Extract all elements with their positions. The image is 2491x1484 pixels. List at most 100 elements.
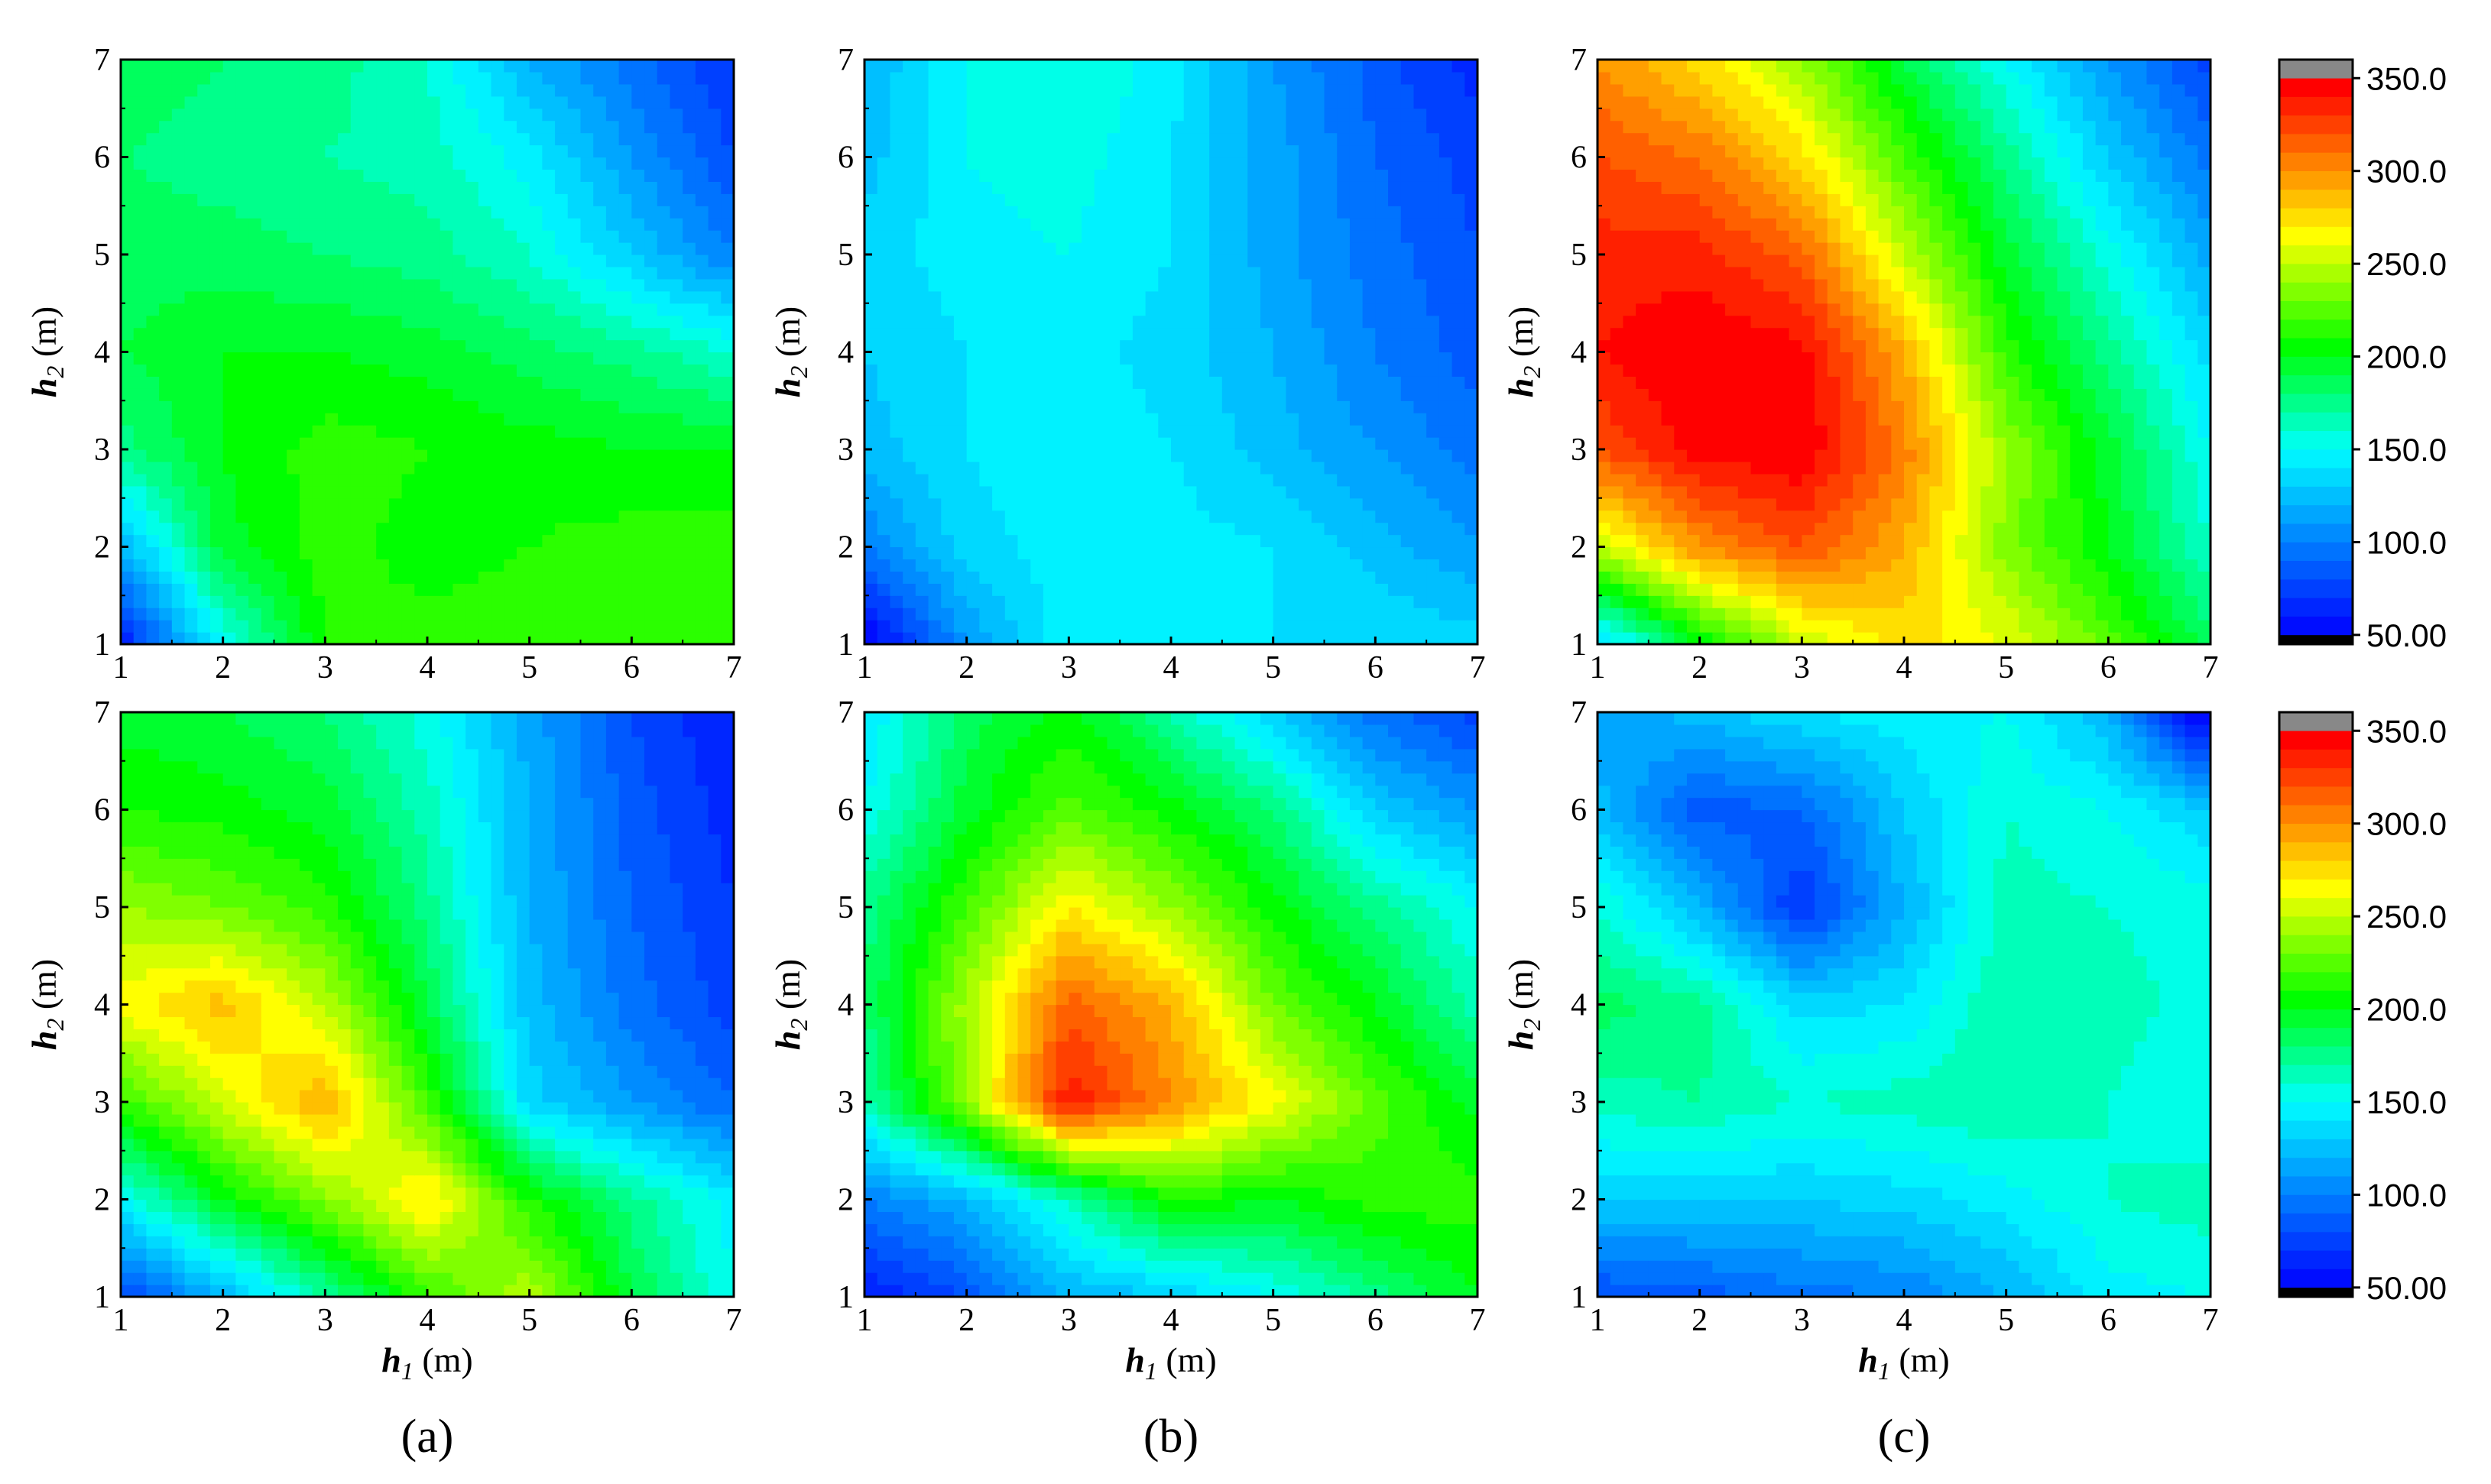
contour-cell <box>287 620 300 633</box>
contour-cell <box>312 425 326 438</box>
contour-cell <box>877 510 891 523</box>
contour-cell <box>1286 218 1299 231</box>
contour-cell <box>1107 425 1121 438</box>
contour-cell <box>1438 71 1453 85</box>
contour-cell <box>465 632 479 645</box>
contour-cell <box>593 437 607 450</box>
contour-cell <box>1069 620 1082 633</box>
contour-cell <box>1375 473 1389 487</box>
contour-cell <box>1171 60 1185 73</box>
contour-cell <box>1388 364 1402 377</box>
contour-cell <box>903 546 916 560</box>
contour-cell <box>235 461 249 475</box>
contour-cell <box>1375 278 1389 292</box>
contour-cell <box>1388 108 1402 122</box>
contour-cell <box>1158 132 1172 146</box>
contour-cell <box>1030 522 1044 536</box>
contour-cell <box>657 339 671 353</box>
contour-cell <box>1400 230 1415 243</box>
contour-cell <box>1171 71 1185 85</box>
contour-cell <box>1221 71 1236 85</box>
contour-cell <box>121 546 135 560</box>
contour-cell <box>1132 315 1147 329</box>
contour-cell <box>1120 290 1134 304</box>
contour-cell <box>1260 254 1274 267</box>
contour-cell <box>1145 278 1159 292</box>
contour-cell <box>1400 108 1415 122</box>
contour-cell <box>1311 620 1325 633</box>
contour-cell <box>708 485 722 499</box>
contour-cell <box>928 449 942 462</box>
contour-cell <box>184 303 198 316</box>
contour-cell <box>197 290 211 304</box>
contour-cell <box>1400 510 1415 523</box>
contour-cell <box>274 71 287 85</box>
contour-cell <box>1056 60 1069 73</box>
contour-cell <box>1286 571 1299 584</box>
contour-cell <box>567 510 582 523</box>
contour-cell <box>992 315 1006 329</box>
contour-cell <box>121 571 135 584</box>
contour-cell <box>864 497 878 511</box>
contour-cell <box>1451 364 1465 377</box>
contour-cell <box>1413 510 1427 523</box>
contour-cell <box>1171 376 1185 389</box>
contour-cell <box>1273 608 1286 620</box>
contour-cell <box>478 473 492 487</box>
contour-cell <box>274 449 287 462</box>
contour-cell <box>235 266 249 280</box>
contour-cell <box>1286 546 1299 560</box>
contour-cell <box>1107 376 1121 389</box>
contour-cell <box>877 608 891 620</box>
contour-cell <box>312 206 326 219</box>
contour-cell <box>695 83 709 97</box>
contour-cell <box>274 242 287 255</box>
contour-cell <box>1451 376 1465 389</box>
contour-cell <box>1082 60 1095 73</box>
contour-cell <box>388 83 403 97</box>
contour-cell <box>1171 181 1185 194</box>
x-tick-label: 1 <box>113 650 129 685</box>
contour-cell <box>1145 71 1159 85</box>
contour-cell <box>146 71 160 85</box>
contour-cell <box>695 169 709 182</box>
contour-cell <box>197 108 211 122</box>
contour-cell <box>1426 83 1440 97</box>
contour-cell <box>146 315 160 329</box>
contour-cell <box>1017 144 1031 158</box>
contour-cell <box>274 254 287 267</box>
contour-cell <box>1145 437 1159 450</box>
contour-cell <box>325 571 339 584</box>
contour-cell <box>1043 546 1057 560</box>
contour-cell <box>529 60 543 73</box>
contour-cell <box>1120 206 1134 219</box>
contour-cell <box>903 96 916 109</box>
contour-cell <box>1349 437 1364 450</box>
contour-cell <box>235 632 249 645</box>
contour-cell <box>121 595 135 608</box>
contour-cell <box>159 485 173 499</box>
contour-cell <box>953 522 968 536</box>
contour-cell <box>1107 303 1121 316</box>
contour-cell <box>631 230 645 243</box>
contour-cell <box>338 595 352 608</box>
contour-cell <box>864 534 878 548</box>
contour-cell <box>593 595 607 608</box>
contour-cell <box>2057 620 2071 633</box>
contour-cell <box>1299 254 1312 267</box>
contour-cell <box>1183 497 1198 511</box>
contour-cell <box>1426 327 1440 341</box>
contour-cell <box>350 352 365 365</box>
contour-cell <box>1636 632 1649 645</box>
contour-cell <box>877 352 891 365</box>
contour-cell <box>427 157 441 170</box>
contour-cell <box>1464 278 1478 292</box>
contour-cell <box>1400 132 1415 146</box>
contour-cell <box>1802 608 1815 620</box>
contour-cell <box>644 595 658 608</box>
contour-cell <box>721 290 735 304</box>
contour-cell <box>1388 620 1402 633</box>
contour-cell <box>1299 315 1312 329</box>
contour-cell <box>1311 60 1325 73</box>
contour-cell <box>325 510 339 523</box>
